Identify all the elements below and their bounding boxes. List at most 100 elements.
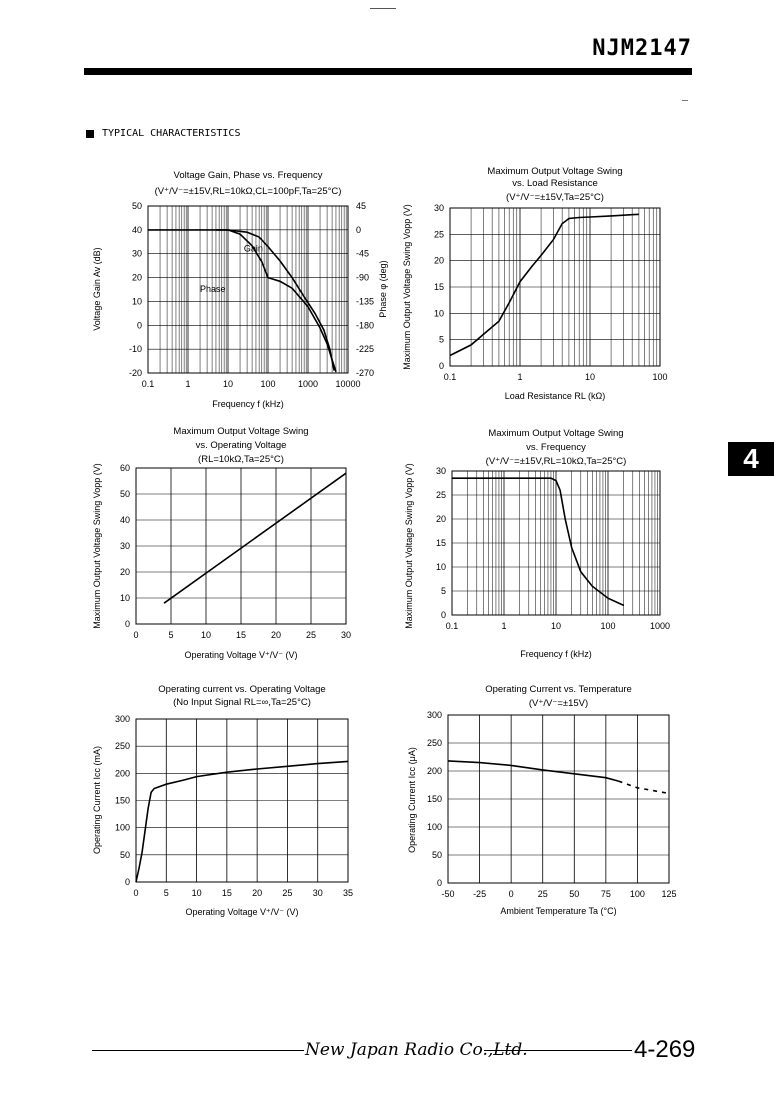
c1-xtick-label: 10000 bbox=[335, 379, 360, 389]
c1-ytick-label: 50 bbox=[132, 201, 142, 211]
footer-rule-left bbox=[92, 1050, 304, 1051]
c2-title-0: Maximum Output Voltage Swing bbox=[487, 166, 622, 177]
bullet-square-icon bbox=[86, 129, 94, 138]
c6-xtick-label: 25 bbox=[538, 889, 548, 899]
c5-xtick-label: 20 bbox=[252, 888, 262, 898]
c3-ytick-label: 50 bbox=[120, 489, 130, 499]
c1-ytick-label: 10 bbox=[132, 296, 142, 306]
c5-ytick-label: 100 bbox=[115, 823, 130, 833]
c6-xtick-label: 75 bbox=[601, 889, 611, 899]
c1-title-1: (V⁺/V⁻=±15V,RL=10kΩ,CL=100pF,Ta=25°C) bbox=[155, 186, 342, 197]
c6-xtick-label: 125 bbox=[661, 889, 676, 899]
c1-ytick-label: -20 bbox=[129, 368, 142, 378]
c2-ytick-label: 5 bbox=[439, 335, 444, 345]
c2-ytick-label: 0 bbox=[439, 361, 444, 371]
c1-y2label: Phase φ (deg) bbox=[378, 260, 388, 317]
c6-ytick-label: 150 bbox=[427, 794, 442, 804]
c3-xtick-label: 10 bbox=[201, 630, 211, 640]
c5-xtick-label: 30 bbox=[313, 888, 323, 898]
c3-xtick-label: 15 bbox=[236, 630, 246, 640]
c5-title-1: (No Input Signal RL=∞,Ta=25°C) bbox=[173, 697, 311, 708]
c6-xlabel: Ambient Temperature Ta (°C) bbox=[500, 906, 616, 916]
c4-ytick-label: 30 bbox=[436, 466, 446, 476]
c5-xtick-label: 35 bbox=[343, 888, 353, 898]
c3-ytick-label: 60 bbox=[120, 463, 130, 473]
c4-ytick-label: 20 bbox=[436, 514, 446, 524]
c4-ylabel: Maximum Output Voltage Swing Vopp (V) bbox=[404, 463, 414, 629]
c6-series-0-line bbox=[447, 760, 619, 782]
c1-ytick-label: 40 bbox=[132, 225, 142, 235]
c1-y2tick-label: -45 bbox=[356, 249, 369, 259]
c1-series-phase-line bbox=[216, 229, 337, 373]
c6-ytick-label: 200 bbox=[427, 766, 442, 776]
c4-xtick-label: 1000 bbox=[650, 621, 670, 631]
c2-series-0-line bbox=[449, 213, 639, 357]
c2-title-2: (V⁺/V⁻=±15V,Ta=25°C) bbox=[506, 192, 604, 203]
c6-ytick-label: 250 bbox=[427, 738, 442, 748]
c3-xtick-label: 25 bbox=[306, 630, 316, 640]
c4-xtick-label: 10 bbox=[551, 621, 561, 631]
c5-xtick-label: 10 bbox=[192, 888, 202, 898]
c2-ytick-label: 10 bbox=[434, 308, 444, 318]
c5-ytick-label: 200 bbox=[115, 768, 130, 778]
c6-ytick-label: 0 bbox=[437, 878, 442, 888]
c6-ylabel: Operating Current Icc (μA) bbox=[407, 747, 417, 853]
c4-ytick-label: 5 bbox=[441, 586, 446, 596]
c4-xlabel: Frequency f (kHz) bbox=[520, 649, 592, 659]
c5-xtick-label: 0 bbox=[133, 888, 138, 898]
c3-xtick-label: 5 bbox=[168, 630, 173, 640]
c1-y2tick-label: 0 bbox=[356, 225, 361, 235]
c2-xtick-label: 10 bbox=[585, 372, 595, 382]
c6-ytick-label: 100 bbox=[427, 822, 442, 832]
c4-ytick-label: 25 bbox=[436, 490, 446, 500]
c1-y2tick-label: -180 bbox=[356, 320, 374, 330]
c5-ytick-label: 250 bbox=[115, 741, 130, 751]
c1-frame bbox=[147, 205, 349, 374]
c1-xtick-label: 10 bbox=[223, 379, 233, 389]
c1-y2tick-label: -135 bbox=[356, 296, 374, 306]
c1-ylabel: Voltage Gain Av (dB) bbox=[92, 247, 102, 330]
c1-xtick-label: 1 bbox=[185, 379, 190, 389]
c3-ytick-label: 30 bbox=[120, 541, 130, 551]
c4-title-1: vs. Frequency bbox=[526, 442, 586, 453]
c5-ytick-label: 0 bbox=[125, 877, 130, 887]
c3-title-0: Maximum Output Voltage Swing bbox=[173, 426, 308, 437]
part-number: NJM2147 bbox=[592, 36, 692, 61]
c2-ylabel: Maximum Output Voltage Swing Vopp (V) bbox=[402, 204, 412, 370]
c4-xtick-label: 100 bbox=[600, 621, 615, 631]
c1-xlabel: Frequency f (kHz) bbox=[212, 399, 284, 409]
c6-ytick-label: 50 bbox=[432, 850, 442, 860]
c4-series-0-line bbox=[452, 477, 625, 607]
c1-ytick-label: -10 bbox=[129, 344, 142, 354]
c2-ytick-label: 20 bbox=[434, 256, 444, 266]
c3-xtick-label: 30 bbox=[341, 630, 351, 640]
c2-ytick-label: 15 bbox=[434, 282, 444, 292]
page-number: 4-269 bbox=[634, 1036, 696, 1063]
c3-ytick-label: 20 bbox=[120, 567, 130, 577]
c6-series-1-line bbox=[618, 780, 670, 795]
c5-ylabel: Operating Current Icc (mA) bbox=[92, 746, 102, 854]
c3-xtick-label: 20 bbox=[271, 630, 281, 640]
c5-title-0: Operating current vs. Operating Voltage bbox=[158, 684, 325, 695]
c1-y2tick-label: -90 bbox=[356, 273, 369, 283]
c3-ytick-label: 40 bbox=[120, 515, 130, 525]
c1-y2tick-label: -270 bbox=[356, 368, 374, 378]
c5-ytick-label: 150 bbox=[115, 796, 130, 806]
c1-xtick-label: 1000 bbox=[298, 379, 318, 389]
c4-title-0: Maximum Output Voltage Swing bbox=[488, 428, 623, 439]
c4-ytick-label: 0 bbox=[441, 610, 446, 620]
c2-xtick-label: 100 bbox=[652, 372, 667, 382]
section-heading: TYPICAL CHARACTERISTICS bbox=[86, 128, 240, 139]
c5-ytick-label: 300 bbox=[115, 714, 130, 724]
c2-title-1: vs. Load Resistance bbox=[512, 178, 598, 189]
c2-xlabel: Load Resistance RL (kΩ) bbox=[505, 391, 605, 401]
header-rule bbox=[84, 68, 692, 75]
c3-xtick-label: 0 bbox=[133, 630, 138, 640]
c1-y2tick-label: -225 bbox=[356, 344, 374, 354]
c4-xtick-label: 0.1 bbox=[446, 621, 459, 631]
c1-ytick-label: 0 bbox=[137, 320, 142, 330]
c6-title-0: Operating Current vs. Temperature bbox=[485, 684, 632, 695]
c2-xtick-label: 1 bbox=[517, 372, 522, 382]
c5-xtick-label: 5 bbox=[164, 888, 169, 898]
